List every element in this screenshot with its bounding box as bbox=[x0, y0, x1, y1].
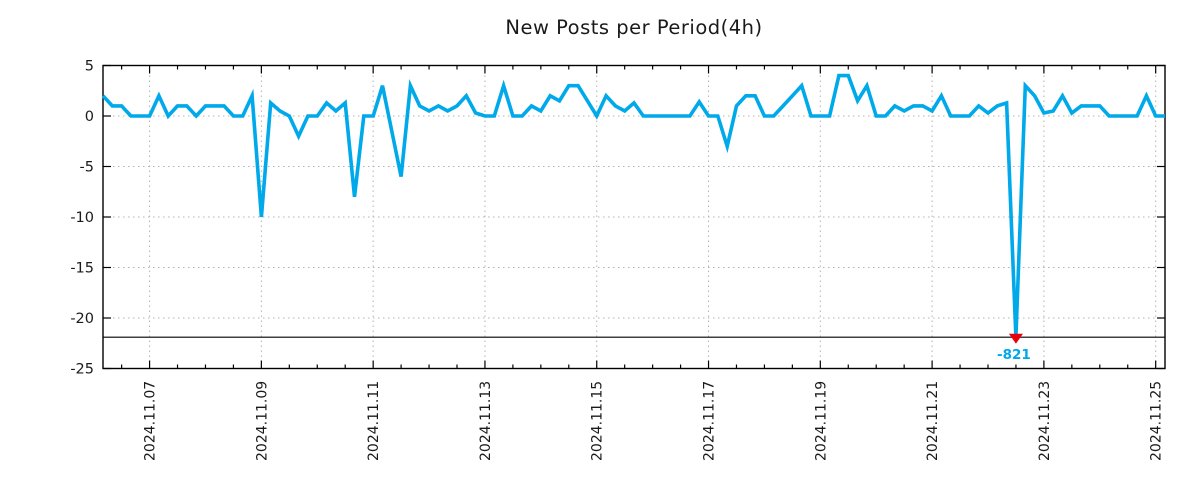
data-line bbox=[101, 73, 1165, 338]
x-tick-label: 2024.11.19 bbox=[813, 381, 829, 461]
x-tick-label: 2024.11.11 bbox=[366, 381, 382, 461]
y-tick-label: -10 bbox=[70, 210, 94, 226]
outlier-marker-icon bbox=[1008, 333, 1023, 344]
y-tick-label: -20 bbox=[70, 311, 94, 327]
x-tick-label: 2024.11.09 bbox=[254, 381, 270, 461]
y-tick-label: -5 bbox=[80, 160, 94, 176]
x-tick-label: 2024.11.17 bbox=[702, 381, 718, 461]
x-tick-label: 2024.11.23 bbox=[1037, 381, 1053, 461]
axis-frame bbox=[102, 64, 1166, 370]
x-tick-label: 2024.11.15 bbox=[590, 381, 606, 461]
x-tick-label: 2024.11.21 bbox=[925, 381, 941, 461]
outlier-label: -821 bbox=[997, 347, 1031, 363]
y-tick-label: -25 bbox=[70, 362, 94, 378]
chart-title: New Posts per Period(4h) bbox=[505, 16, 763, 39]
x-tick-label: 2024.11.13 bbox=[478, 381, 494, 461]
y-tick-label: 0 bbox=[85, 109, 94, 125]
x-tick-label: 2024.11.07 bbox=[143, 381, 159, 461]
x-tick-label: 2024.11.25 bbox=[1149, 381, 1165, 461]
y-tick-label: -15 bbox=[70, 261, 94, 277]
y-tick-label: 5 bbox=[85, 59, 94, 75]
